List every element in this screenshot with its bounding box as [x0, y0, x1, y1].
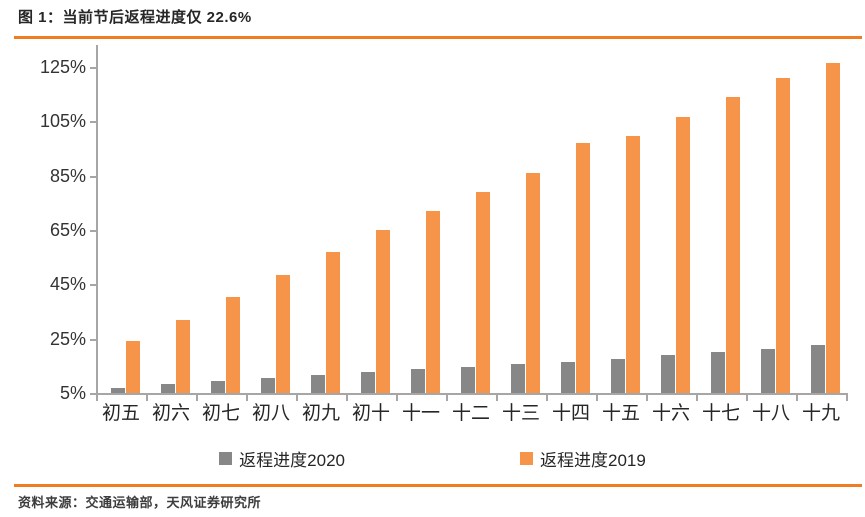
y-axis-tick: [90, 393, 96, 395]
y-tick-label: 5%: [59, 383, 86, 403]
x-axis-tick: [146, 393, 148, 401]
legend-item-2019: 返程进度2019: [520, 446, 646, 471]
x-axis-label: 十八: [751, 403, 790, 424]
legend-swatch-2019: [520, 452, 533, 465]
bar-2019: [276, 274, 290, 393]
x-axis-label: 十四: [551, 403, 590, 424]
x-axis-tick: [646, 393, 648, 401]
legend-item-2020: 返程进度2020: [219, 446, 345, 471]
x-axis-label: 初六: [151, 403, 190, 424]
y-tick-label: 125%: [39, 57, 86, 77]
y-tick-label: 45%: [49, 274, 86, 295]
source-note: 资料来源：交通运输部，天风证券研究所: [18, 495, 262, 510]
x-axis-label: 初五: [101, 403, 140, 424]
y-axis-tick: [90, 338, 96, 341]
bar-2019: [176, 319, 190, 393]
x-axis-label: 初九: [301, 403, 340, 424]
bar-2019: [726, 96, 740, 393]
legend-label: 返程进度2019: [540, 451, 646, 470]
bar-2020: [611, 359, 625, 393]
bar-2020: [361, 372, 375, 393]
x-axis-label: 初七: [201, 403, 240, 424]
bar-2019: [776, 77, 790, 393]
bar-2019: [576, 143, 590, 393]
x-axis-tick: [246, 393, 248, 401]
bar-2020: [311, 375, 325, 393]
x-axis-tick: [846, 393, 848, 401]
figure-title: 图 1：当前节后返程进度仅 22.6%: [18, 9, 252, 26]
x-axis-label: 十一: [401, 403, 440, 424]
title-divider: [14, 36, 862, 39]
y-axis-line: [96, 45, 98, 398]
x-axis-tick: [746, 393, 748, 401]
bar-2019: [226, 296, 240, 393]
x-axis-label: 初十: [351, 403, 390, 424]
x-axis-tick: [396, 393, 398, 401]
bar-2020: [411, 369, 425, 393]
bar-2019: [326, 251, 340, 393]
chart-legend: 返程进度2020 返程进度2019: [0, 446, 865, 471]
bar-2020: [811, 345, 825, 393]
x-axis-label: 十二: [451, 403, 490, 424]
y-axis-tick: [90, 175, 96, 178]
x-axis-tick: [596, 393, 598, 401]
source-divider: [14, 484, 862, 487]
y-tick-label: 85%: [49, 165, 86, 186]
bar-2020: [561, 361, 575, 393]
x-axis-tick: [346, 393, 348, 401]
y-axis-tick: [90, 284, 96, 287]
x-axis-label: 十七: [701, 403, 740, 424]
x-axis-label: 十五: [601, 403, 640, 424]
bar-2020: [661, 355, 675, 393]
legend-label: 返程进度2020: [239, 451, 345, 470]
x-axis-tick: [96, 393, 98, 401]
y-tick-label: 25%: [49, 328, 86, 349]
bar-2019: [126, 341, 140, 393]
bar-2020: [461, 366, 475, 393]
bar-2019: [476, 191, 490, 393]
bar-2020: [761, 348, 775, 393]
x-axis-tick: [446, 393, 448, 401]
x-axis-tick: [796, 393, 798, 401]
bar-2019: [426, 210, 440, 393]
bar-2019: [676, 117, 690, 393]
y-axis-tick: [90, 121, 96, 124]
bar-2019: [526, 172, 540, 393]
bar-2020: [511, 364, 525, 393]
x-axis-label: 初八: [251, 403, 290, 424]
bar-2020: [711, 352, 725, 393]
bar-2020: [261, 378, 275, 393]
y-tick-label: 65%: [49, 220, 86, 240]
bar-2019: [626, 136, 640, 393]
x-axis-tick: [696, 393, 698, 401]
x-axis-tick: [496, 393, 498, 401]
y-tick-label: 105%: [39, 111, 86, 132]
x-axis-label: 十九: [801, 403, 840, 424]
x-axis-tick: [546, 393, 548, 401]
bar-2020: [211, 381, 225, 393]
x-axis-tick: [196, 393, 198, 401]
bar-2019: [826, 62, 840, 393]
y-axis-tick: [90, 67, 96, 69]
x-axis-label: 十三: [501, 403, 540, 424]
bar-2020: [161, 384, 175, 393]
legend-swatch-2020: [219, 452, 233, 465]
x-axis-label: 十六: [651, 403, 690, 424]
bar-2019: [376, 230, 390, 393]
x-axis-tick: [296, 393, 298, 401]
y-axis-tick: [90, 230, 96, 232]
bar-2020: [111, 388, 125, 393]
x-axis-line: [96, 393, 846, 395]
